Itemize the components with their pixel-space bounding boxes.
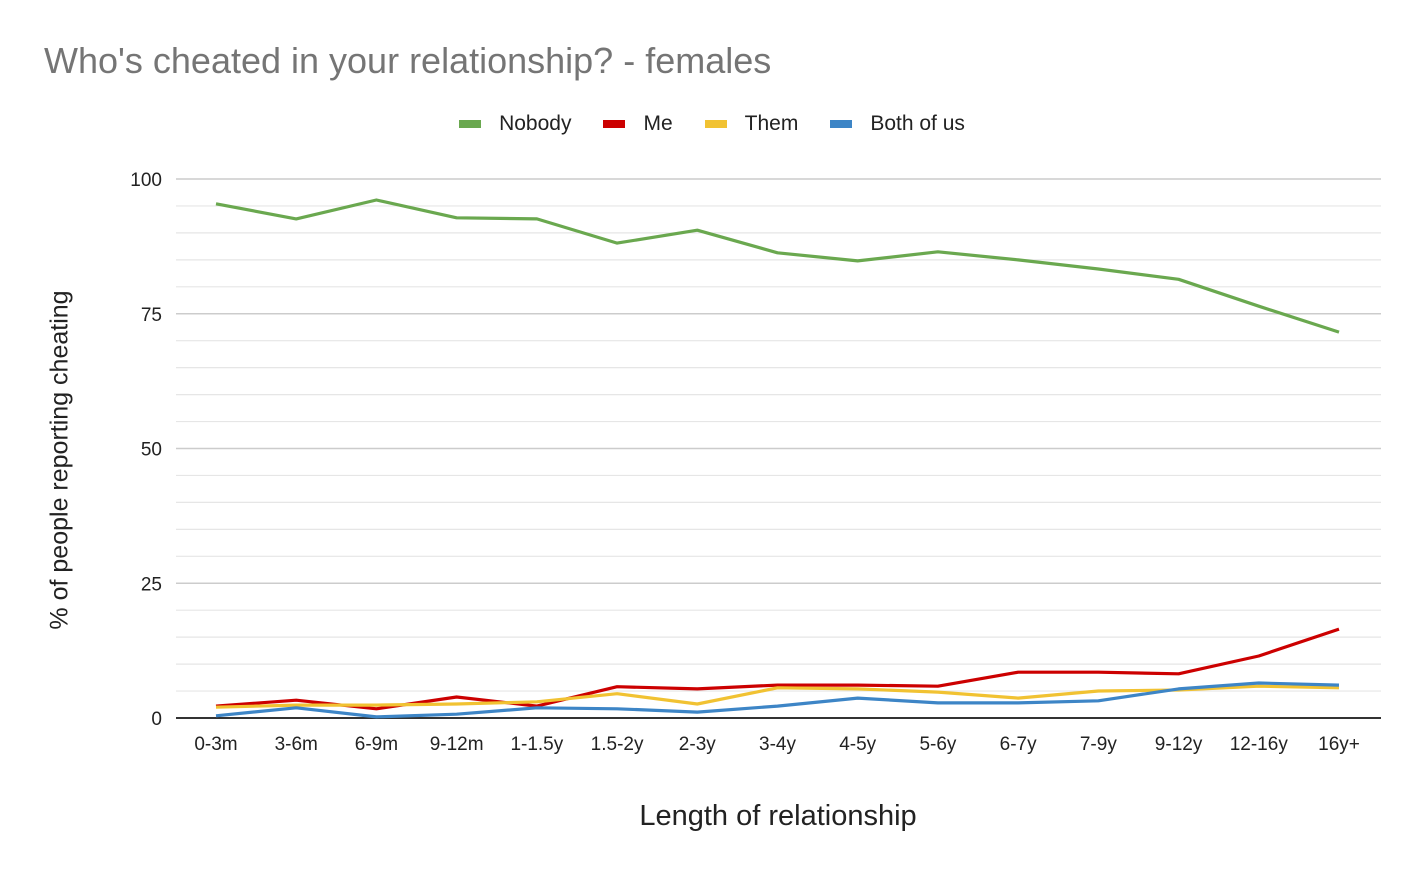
chart-title: Who's cheated in your relationship? - fe… [44,40,772,81]
x-tick-label: 12-16y [1230,734,1289,755]
legend-swatch-icon [830,120,853,128]
y-tick-label: 0 [151,709,162,730]
x-tick-label: 9-12y [1155,734,1203,755]
y-tick-label: 25 [141,574,162,595]
x-tick-label: 2-3y [679,734,716,755]
x-tick-label: 3-4y [759,734,796,755]
x-tick-label: 9-12m [430,734,484,755]
legend-label: Them [744,112,799,135]
legend-swatch-icon [603,120,626,128]
x-tick-label: 6-9m [355,734,398,755]
y-axis-label: % of people reporting cheating [45,290,74,630]
x-tick-label: 6-7y [1000,734,1037,755]
series-line-them[interactable] [215,684,1340,709]
legend-swatch-icon [704,120,727,128]
legend-label: Nobody [499,112,572,135]
x-tick-label: 1.5-2y [591,734,644,755]
legend-swatch-icon [459,120,482,128]
legend-item-them[interactable]: Them [704,112,799,136]
legend-item-me[interactable]: Me [603,112,673,136]
y-tick-label: 50 [141,440,162,461]
x-axis-label: Length of relationship [639,800,917,832]
x-tick-label: 3-6m [275,734,318,755]
x-tick-label: 1-1.5y [510,734,563,755]
legend: Nobody Me Them Both of us [0,112,1424,136]
legend-label: Me [643,112,673,135]
x-tick-label: 7-9y [1080,734,1117,755]
x-tick-label: 4-5y [839,734,876,755]
series-line-me[interactable] [215,627,1340,711]
y-tick-label: 75 [141,305,162,326]
x-tick-label: 16y+ [1318,734,1360,755]
legend-item-both[interactable]: Both of us [830,112,965,136]
x-tick-label: 0-3m [194,734,237,755]
legend-label: Both of us [870,112,965,135]
y-tick-label: 100 [130,170,162,191]
x-tick-label: 5-6y [919,734,956,755]
series-line-nobody[interactable] [215,198,1340,334]
series-line-both-of-us[interactable] [215,681,1340,719]
legend-item-nobody[interactable]: Nobody [459,112,571,136]
